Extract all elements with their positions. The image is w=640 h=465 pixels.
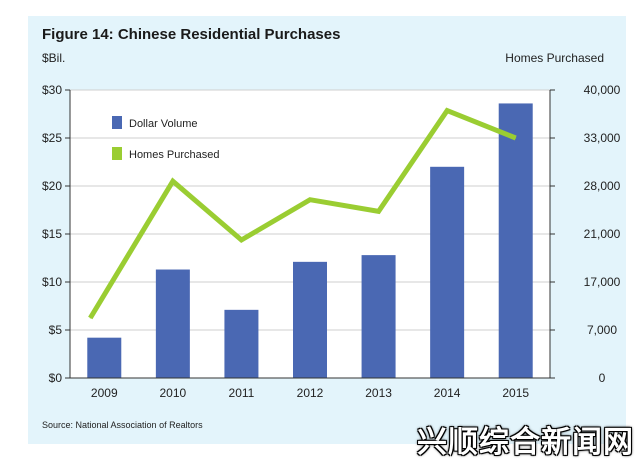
left-tick-label: $10 xyxy=(42,275,62,289)
right-tick-label: 0 xyxy=(599,371,606,385)
x-tick-label: 2014 xyxy=(434,386,461,400)
line-series xyxy=(88,107,517,320)
left-tick-label: $15 xyxy=(42,227,62,241)
source-note: Source: National Association of Realtors xyxy=(42,420,203,430)
line-point-2009 xyxy=(89,317,91,319)
bar-2013 xyxy=(361,255,396,378)
x-tick-label: 2015 xyxy=(502,386,529,400)
legend-label-homes-purchased: Homes Purchased xyxy=(129,149,220,161)
line-point-2015 xyxy=(515,137,517,139)
line-point-2012 xyxy=(309,199,311,201)
right-axis-label: Homes Purchased xyxy=(505,51,604,65)
x-tick-label: 2012 xyxy=(297,386,324,400)
chart-figure: Figure 14: Chinese Residential Purchases… xyxy=(28,16,626,444)
right-tick-label: 17,000 xyxy=(584,275,621,289)
line-point-2014 xyxy=(446,110,448,112)
left-tick-label: $5 xyxy=(49,323,63,337)
line-point-2013 xyxy=(378,210,380,212)
line-point-2010 xyxy=(172,180,174,182)
left-tick-label: $0 xyxy=(49,371,63,385)
x-tick-label: 2011 xyxy=(229,386,255,400)
line-point-2011 xyxy=(240,239,242,241)
bar-2011 xyxy=(224,309,259,378)
bar-2015 xyxy=(498,103,533,378)
bar-2009 xyxy=(87,337,122,378)
legend: Dollar Volume Homes Purchased xyxy=(112,116,220,161)
left-tick-label: $25 xyxy=(42,131,62,145)
right-tick-label: 28,000 xyxy=(584,179,621,193)
x-tick-label: 2013 xyxy=(365,386,392,400)
bar-series xyxy=(87,103,533,378)
chart-title: Figure 14: Chinese Residential Purchases xyxy=(42,26,341,43)
right-tick-label: 40,000 xyxy=(584,83,621,97)
bar-2010 xyxy=(155,269,190,378)
legend-swatch-dollar-volume xyxy=(112,116,122,129)
x-tick-label: 2009 xyxy=(91,386,118,400)
legend-label-dollar-volume: Dollar Volume xyxy=(129,118,197,130)
left-axis-label: $Bil. xyxy=(42,51,66,65)
bar-2014 xyxy=(430,166,465,378)
axes: $0 $5 $10 $15 $20 $25 $30 0 7,000 17,000 21,000 28,… xyxy=(42,83,621,400)
right-tick-label: 7,000 xyxy=(587,323,617,337)
chart-plot: $0 $5 $10 $15 $20 $25 $30 0 7,000 17,000 21,000 28,… xyxy=(42,83,621,400)
right-tick-label: 21,000 xyxy=(584,227,621,241)
left-tick-label: $20 xyxy=(42,179,62,193)
left-tick-label: $30 xyxy=(42,83,62,97)
watermark-text: 兴顺综合新闻网 xyxy=(417,425,634,460)
bar-2012 xyxy=(293,261,327,378)
x-tick-label: 2010 xyxy=(160,386,187,400)
legend-swatch-homes-purchased xyxy=(112,147,122,160)
right-tick-label: 33,000 xyxy=(584,131,621,145)
